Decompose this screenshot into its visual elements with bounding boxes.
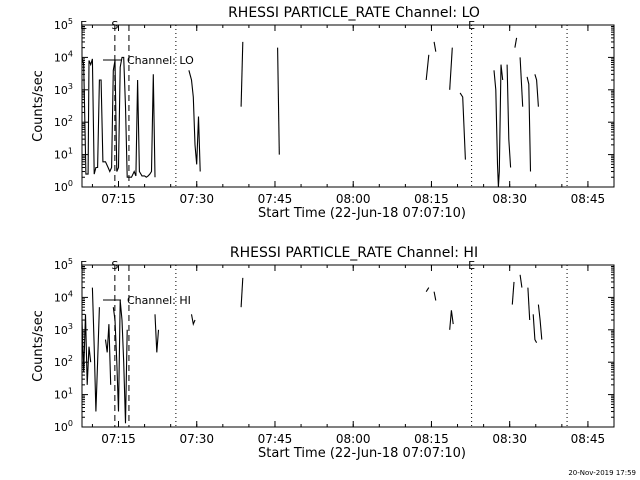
data-series-line [112,300,128,424]
chart-title: RHESSI PARTICLE_RATE Channel: LO [228,5,480,21]
x-tick-label: 07:45 [258,192,293,206]
y-tick-label: 100 [54,419,73,434]
y-tick-label: 104 [54,49,73,64]
y-axis-label: Counts/sec [31,70,46,142]
x-tick-label: 08:45 [571,192,606,206]
event-marker-label: E [80,19,87,32]
hi-channel-panel: RHESSI PARTICLE_RATE Channel: HI 07:15 07:… [31,245,615,461]
x-tick-label: 07:15 [101,432,136,446]
data-series-line [91,287,100,412]
y-tick-label: 103 [54,82,73,97]
y-tick-label: 104 [54,289,73,304]
data-series-line [240,277,244,308]
data-series-line [511,281,515,305]
y-tick-label: 102 [54,354,73,369]
legend-label: Channel: LO [127,54,194,67]
footer-timestamp: 20-Nov-2019 17:59 [568,469,636,477]
data-series-line [104,324,112,385]
y-tick-label: 101 [54,387,73,402]
y-tick-label: 102 [54,114,73,129]
data-series-line [81,56,156,178]
plot-frame [81,264,615,428]
data-series-line [526,76,532,172]
x-tick-label: 08:30 [492,432,527,446]
x-tick-label: 07:45 [258,432,293,446]
x-axis-label: Start Time (22-Jun-18 07:07:10) [258,206,466,221]
data-series-line [449,47,453,90]
data-series-line [425,287,430,292]
x-tick-label: 07:15 [101,192,136,206]
x-tick-label: 08:00 [336,192,371,206]
x-tick-label: 08:45 [571,432,606,446]
data-series-line [537,304,543,340]
data-series-line [240,41,244,107]
event-marker-label: S [111,19,118,32]
data-series-line [519,274,523,288]
x-tick-label: 08:30 [492,192,527,206]
event-marker-label: E [468,19,475,32]
event-marker-label: E [80,259,87,272]
data-series-line [459,92,466,160]
y-tick-label: 105 [54,17,73,32]
data-series-line [433,41,437,52]
data-series-line [433,291,437,301]
data-series-line [277,47,280,155]
x-tick-label: 08:15 [414,192,449,206]
data-series-line [532,314,538,343]
data-series-line [506,64,512,168]
event-marker-label: E [468,259,475,272]
x-axis-label: Start Time (22-Jun-18 07:07:10) [258,446,466,461]
data-series-line [519,57,524,107]
y-tick-label: 103 [54,322,73,337]
y-axis-label: Counts/sec [31,310,46,382]
y-tick-label: 101 [54,147,73,162]
data-series-line [514,37,518,48]
x-tick-label: 08:00 [336,432,371,446]
data-series-line [425,54,430,81]
x-tick-label: 08:15 [414,432,449,446]
data-series-line [154,314,160,353]
data-series-line [534,74,539,107]
data-series-line [188,70,201,172]
y-tick-label: 105 [54,257,73,272]
x-tick-label: 07:30 [179,432,214,446]
chart-title: RHESSI PARTICLE_RATE Channel: HI [230,245,478,261]
data-series-line [81,314,92,385]
y-tick-label: 100 [54,179,73,194]
legend-label: Channel: HI [127,294,191,307]
plot-frame [81,24,615,188]
data-series-line [190,314,196,327]
event-marker-label: S [111,259,118,272]
data-series-line [493,64,504,188]
x-tick-label: 07:30 [179,192,214,206]
data-series-line [449,310,454,330]
lo-channel-panel: RHESSI PARTICLE_RATE Channel: LO 07:15 07:… [31,5,615,221]
data-series-line [527,287,531,321]
